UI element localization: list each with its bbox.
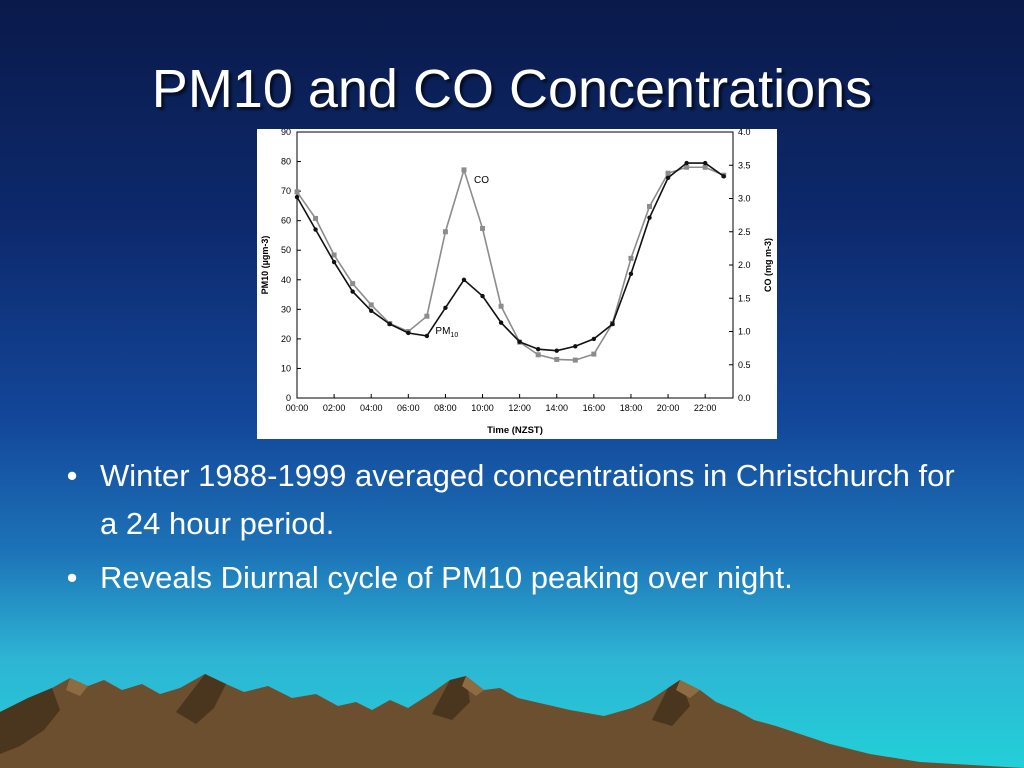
pm10-point	[628, 271, 634, 277]
bullet-item: • Reveals Diurnal cycle of PM10 peaking o…	[62, 554, 962, 602]
pm10-point	[461, 277, 467, 282]
pm10-point	[684, 160, 689, 166]
y-left-tick-label: 40	[281, 275, 291, 285]
pm10-point	[721, 174, 726, 179]
y-left-tick-label: 60	[281, 216, 291, 226]
y-right-tick-label: 1.5	[738, 293, 751, 303]
y-left-axis-title: PM10 (µgm-3)	[260, 236, 270, 295]
x-tick-label: 02:00	[323, 403, 346, 413]
pm10-point	[535, 347, 541, 352]
pm10-point	[647, 215, 652, 220]
pm10-point	[573, 344, 578, 349]
x-tick-label: 20:00	[657, 403, 680, 413]
co-point	[591, 351, 597, 357]
y-right-tick-label: 3.5	[738, 160, 751, 170]
co-point	[350, 281, 356, 287]
x-tick-label: 00:00	[286, 403, 309, 413]
co-point	[647, 203, 653, 209]
bullet-text: Winter 1988-1999 averaged concentrations…	[100, 458, 955, 541]
co-point	[498, 303, 504, 309]
co-point	[684, 164, 690, 170]
y-left-tick-label: 20	[281, 334, 291, 344]
x-tick-label: 22:00	[694, 403, 717, 413]
y-right-tick-label: 3.0	[738, 194, 751, 204]
y-right-tick-label: 2.5	[738, 227, 751, 237]
pm10-point	[665, 175, 671, 181]
slide-title: PM10 and CO Concentrations	[151, 59, 873, 119]
pm10-annotation: PM10	[435, 326, 458, 339]
pm10-point	[591, 336, 597, 342]
pm10-point	[498, 320, 504, 325]
y-right-tick-label: 1.0	[738, 327, 751, 337]
bullet-icon: •	[66, 560, 78, 595]
line-chart: 0 10 20 30 40 50 60 70 80 90 0.0 0.5 1.0 1.5 2.0 2.5 3.0…	[260, 129, 773, 436]
y-left-tick-label: 10	[281, 363, 291, 373]
y-left-tick-label: 0	[286, 393, 291, 403]
co-point	[665, 170, 671, 176]
x-tick-label: 10:00	[471, 403, 494, 413]
x-tick-label: 14:00	[545, 403, 568, 413]
pm10-annotation-subscript: 10	[450, 332, 458, 339]
pm10-point	[424, 333, 430, 339]
pm10-point	[350, 289, 355, 294]
co-point	[294, 189, 300, 195]
pm10-point	[702, 160, 708, 166]
x-tick-label: 16:00	[583, 403, 606, 413]
co-point	[628, 255, 634, 261]
co-point	[368, 302, 374, 308]
x-tick-label: 04:00	[360, 403, 383, 413]
pm10-point	[443, 305, 448, 311]
pm10-point	[369, 308, 374, 314]
pm10-point	[517, 339, 522, 345]
co-point	[702, 164, 708, 170]
co-point	[461, 167, 467, 173]
y-right-tick-label: 0.5	[738, 360, 751, 370]
x-tick-label: 08:00	[434, 403, 457, 413]
y-left-tick-label: 90	[281, 129, 291, 137]
bullet-icon: •	[66, 458, 78, 493]
x-tick-label: 18:00	[620, 403, 643, 413]
pm10-point	[294, 194, 300, 200]
y-left-tick-label: 80	[281, 157, 291, 167]
pm10-point	[610, 321, 615, 327]
y-right-tick-label: 2.0	[738, 260, 751, 270]
x-tick-label: 06:00	[397, 403, 420, 413]
series-line-co	[296, 166, 725, 361]
mountain-range	[0, 674, 1024, 768]
pm10-point	[554, 348, 559, 353]
y-left-tick-label: 30	[281, 304, 291, 314]
co-point	[554, 356, 560, 362]
bullet-text: Reveals Diurnal cycle of PM10 peaking ov…	[100, 560, 793, 595]
co-annotation: CO	[474, 175, 489, 186]
pm10-point	[331, 259, 337, 265]
co-point	[331, 252, 337, 258]
co-point	[572, 357, 578, 363]
pm10-point	[313, 227, 318, 232]
x-axis-title: Time (NZST)	[487, 425, 543, 436]
y-left-tick-label: 50	[281, 245, 291, 255]
co-point	[424, 313, 430, 319]
co-point	[442, 229, 448, 235]
co-point	[313, 215, 319, 221]
pm10-point	[387, 321, 392, 327]
bullet-item: • Winter 1988-1999 averaged concentration…	[62, 452, 962, 548]
pm10-point	[406, 330, 411, 336]
bullet-list: • Winter 1988-1999 averaged concentration…	[62, 452, 962, 608]
y-right-tick-label: 0.0	[738, 393, 751, 403]
co-point	[480, 225, 486, 231]
pm10-point	[480, 293, 485, 299]
y-right-axis-title: CO (mg m-3)	[763, 238, 773, 292]
y-right-tick-label: 4.0	[738, 129, 751, 137]
series-line-pm10	[296, 162, 725, 352]
x-tick-label: 12:00	[508, 403, 531, 413]
mountain-landscape	[0, 674, 1024, 768]
y-left-tick-label: 70	[281, 186, 291, 196]
co-point	[535, 352, 541, 358]
chart-panel: 0 10 20 30 40 50 60 70 80 90 0.0 0.5 1.0 1.5 2.0 2.5 3.0…	[257, 129, 777, 439]
